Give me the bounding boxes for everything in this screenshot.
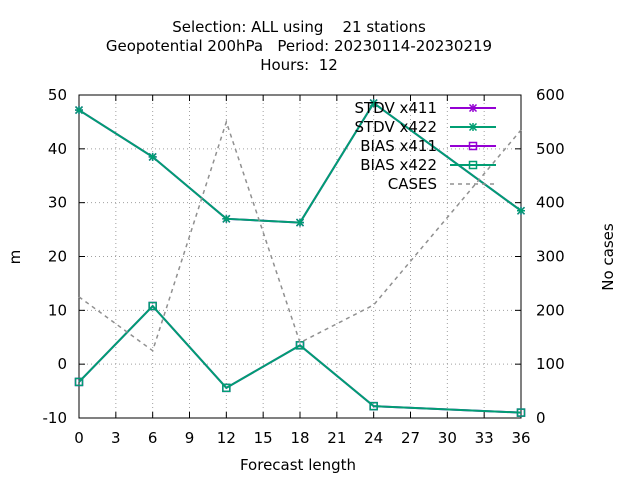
legend-label-0: STDV x411 bbox=[354, 99, 437, 117]
marker-stroke bbox=[468, 103, 478, 113]
y-tick-label: 30 bbox=[48, 194, 67, 212]
y-tick-label: 0 bbox=[57, 355, 67, 373]
legend-marker-1 bbox=[468, 122, 478, 132]
y2-tick-label: 500 bbox=[536, 140, 565, 158]
marker-stroke bbox=[148, 152, 157, 161]
y2-tick-label: 300 bbox=[536, 248, 565, 266]
data-point bbox=[516, 206, 526, 215]
data-point bbox=[295, 218, 305, 227]
x-tick-label: 18 bbox=[290, 429, 309, 447]
legend-label-1: STDV x422 bbox=[354, 118, 437, 136]
chart-title: Selection: ALL using 21 stations Geopote… bbox=[106, 18, 492, 74]
y2-tick-label: 100 bbox=[536, 355, 565, 373]
x-tick-label: 27 bbox=[401, 429, 420, 447]
legend-marker-0 bbox=[468, 103, 478, 113]
axes bbox=[78, 94, 522, 419]
x-tick-label: 30 bbox=[438, 429, 457, 447]
title-line-1: Selection: ALL using 21 stations bbox=[172, 18, 426, 36]
marker-stroke bbox=[295, 218, 305, 227]
y-axis-label: m bbox=[6, 250, 24, 265]
tick-labels: 0 3 6 9 12 15 18 21 24 27 30 33 36-10010203040500100… bbox=[43, 86, 565, 447]
data-point bbox=[516, 408, 526, 417]
y-tick-label: -10 bbox=[43, 409, 68, 427]
title-line-2: Geopotential 200hPa Period: 20230114-202… bbox=[106, 37, 492, 55]
marker-stroke bbox=[222, 214, 231, 223]
y-tick-label: 10 bbox=[48, 301, 67, 319]
y2-tick-label: 200 bbox=[536, 301, 565, 319]
grid bbox=[79, 95, 521, 418]
series-line-4 bbox=[78, 119, 522, 352]
y2-axis-label: No cases bbox=[599, 223, 617, 291]
data-point bbox=[222, 383, 231, 393]
x-tick-label: 12 bbox=[217, 429, 236, 447]
x-tick-label: 3 bbox=[111, 429, 121, 447]
x-tick-label: 9 bbox=[185, 429, 195, 447]
x-tick-label: 15 bbox=[254, 429, 273, 447]
legend-label-4: CASES bbox=[388, 175, 437, 193]
series-line-1 bbox=[78, 101, 522, 224]
y2-tick-label: 0 bbox=[536, 409, 546, 427]
x-tick-label: 0 bbox=[74, 429, 84, 447]
data-point bbox=[74, 106, 84, 115]
y-tick-label: 40 bbox=[48, 140, 67, 158]
x-tick-label: 33 bbox=[475, 429, 494, 447]
marker-stroke bbox=[468, 122, 478, 132]
legend-label-2: BIAS x411 bbox=[360, 137, 437, 155]
x-axis-label: Forecast length bbox=[240, 456, 356, 474]
data-point bbox=[369, 401, 378, 411]
x-tick-label: 6 bbox=[148, 429, 158, 447]
data-point bbox=[369, 99, 378, 108]
series-line-3 bbox=[78, 304, 522, 414]
data-point bbox=[222, 214, 231, 223]
y2-tick-label: 600 bbox=[536, 86, 565, 104]
data-point bbox=[148, 301, 157, 311]
data-point bbox=[148, 152, 157, 161]
data-point bbox=[74, 377, 84, 387]
marker-stroke bbox=[74, 106, 84, 115]
marker-stroke bbox=[516, 206, 526, 215]
legend-marker-3 bbox=[468, 160, 478, 170]
x-tick-label: 21 bbox=[327, 429, 346, 447]
x-tick-label: 24 bbox=[364, 429, 383, 447]
legend-marker-2 bbox=[468, 141, 478, 151]
y-tick-label: 20 bbox=[48, 248, 67, 266]
y-tick-label: 50 bbox=[48, 86, 67, 104]
legend-label-3: BIAS x422 bbox=[360, 156, 437, 174]
marker-stroke bbox=[369, 99, 378, 108]
y2-tick-label: 400 bbox=[536, 194, 565, 212]
x-tick-label: 36 bbox=[511, 429, 530, 447]
plot-lines bbox=[74, 99, 526, 417]
title-line-3: Hours: 12 bbox=[260, 56, 338, 74]
